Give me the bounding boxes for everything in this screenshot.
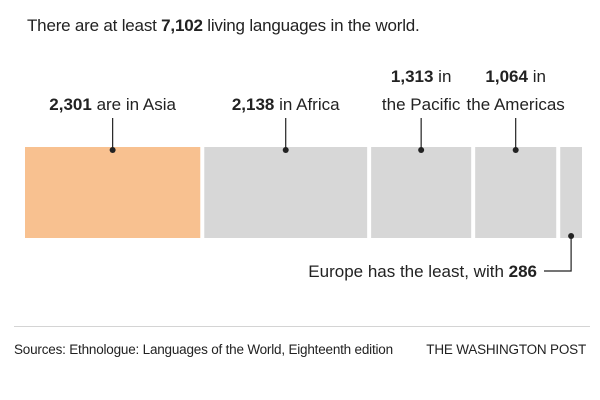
data-label-europe: Europe has the least, with 286 — [308, 262, 537, 281]
data-label-africa: 2,138 in Africa — [232, 95, 340, 114]
headline: There are at least 7,102 living language… — [27, 16, 420, 36]
footer-divider — [14, 326, 590, 327]
data-label-americas: the Americas — [467, 95, 565, 114]
data-label-asia: 2,301 are in Asia — [49, 95, 176, 114]
headline-total: 7,102 — [161, 16, 203, 35]
headline-suffix: living languages in the world. — [207, 16, 420, 35]
bar-pacific — [371, 147, 472, 238]
source-note: Sources: Ethnologue: Languages of the Wo… — [14, 342, 393, 357]
headline-prefix: There are at least — [27, 16, 157, 35]
bar-europe — [560, 147, 582, 238]
data-label-americas: 1,064 in — [485, 67, 546, 86]
bar-asia — [25, 147, 201, 238]
data-label-pacific: 1,313 in — [391, 67, 452, 86]
bar-africa — [204, 147, 368, 238]
bar-americas — [475, 147, 557, 238]
data-label-pacific: the Pacific — [382, 95, 461, 114]
publisher-brand: THE WASHINGTON POST — [426, 342, 586, 357]
leader-line-europe — [544, 236, 572, 272]
languages-stacked-bar-chart: 2,301 are in Asia 2,138 in Africa 1,313 in… — [25, 67, 582, 281]
